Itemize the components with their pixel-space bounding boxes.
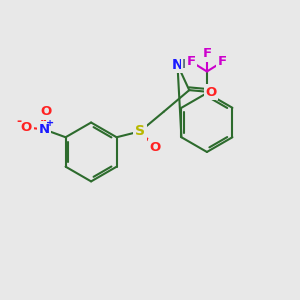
Text: S: S bbox=[135, 124, 145, 138]
Text: -: - bbox=[16, 115, 21, 128]
Text: F: F bbox=[202, 47, 211, 60]
Text: H: H bbox=[182, 58, 193, 71]
Text: N: N bbox=[172, 58, 183, 72]
Text: +: + bbox=[46, 118, 54, 128]
Text: O: O bbox=[149, 141, 161, 154]
Text: O: O bbox=[21, 121, 32, 134]
Text: N: N bbox=[38, 123, 50, 136]
Text: F: F bbox=[187, 55, 196, 68]
Text: F: F bbox=[218, 55, 227, 68]
Text: O: O bbox=[205, 85, 217, 99]
Text: O: O bbox=[40, 105, 52, 118]
